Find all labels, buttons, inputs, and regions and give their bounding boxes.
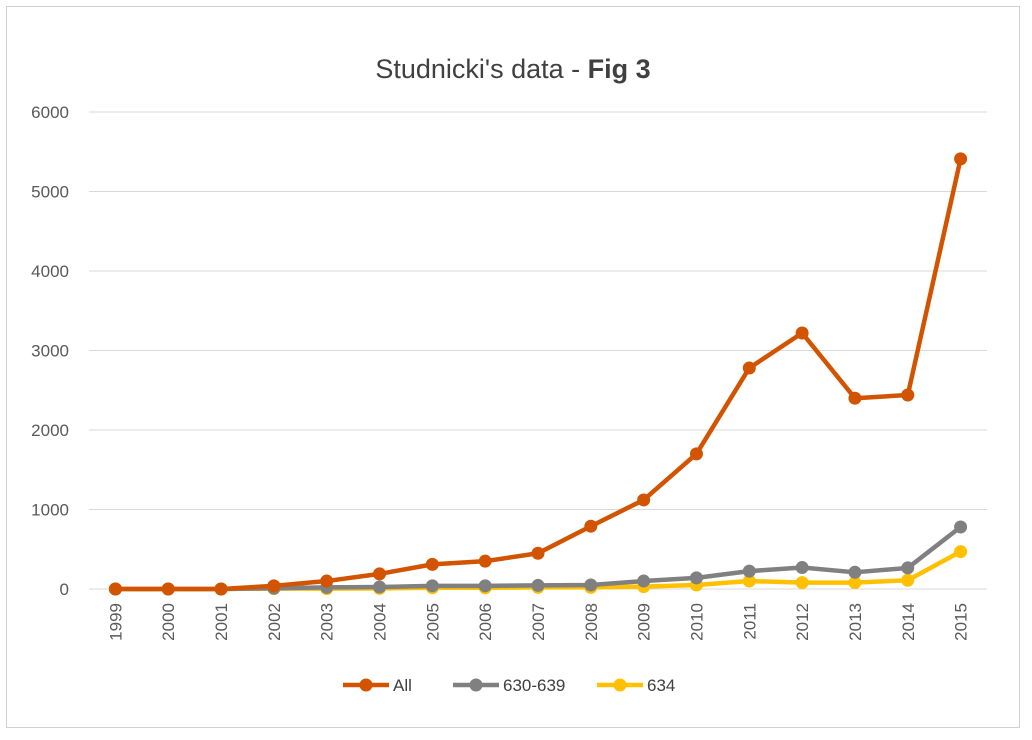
data-point [478, 579, 492, 593]
x-tick-label: 2015 [952, 603, 971, 641]
x-tick-label: 2014 [899, 603, 918, 641]
x-tick-label: 2001 [212, 603, 231, 641]
line-chart: Studnicki's data - Fig 3 0 1000 2000 3000 40… [31, 54, 987, 695]
data-point [954, 520, 968, 534]
data-point [901, 561, 915, 575]
data-point [425, 557, 439, 571]
data-point [795, 561, 809, 575]
data-point [584, 519, 598, 533]
data-point [425, 579, 439, 593]
x-tick-label: 2007 [529, 603, 548, 641]
legend-item: 630-639 [453, 676, 565, 695]
legend-marker [359, 678, 373, 692]
chart-title-bold: Fig 3 [588, 54, 651, 84]
data-point [742, 564, 756, 578]
x-tick-label: 2008 [582, 603, 601, 641]
data-point [373, 567, 387, 581]
gridlines [89, 111, 987, 590]
x-tick-label: 2009 [635, 603, 654, 641]
data-point [531, 546, 545, 560]
x-axis-ticks: 1999 2000 2001 2002 2003 2004 2005 2006 2007 2008… [106, 603, 970, 641]
x-tick-label: 2000 [159, 603, 178, 641]
data-point [742, 361, 756, 375]
chart-title: Studnicki's data - Fig 3 [375, 54, 650, 84]
x-tick-label: 1999 [106, 603, 125, 641]
data-point [901, 388, 915, 402]
legend-marker [613, 678, 627, 692]
data-point [689, 447, 703, 461]
x-tick-label: 2003 [318, 603, 337, 641]
legend: All 630-639 634 [343, 676, 675, 695]
y-tick-label: 2000 [31, 421, 69, 440]
data-point [795, 326, 809, 340]
y-tick-label: 3000 [31, 342, 69, 361]
data-point [848, 565, 862, 579]
data-point [214, 582, 228, 596]
data-point [637, 493, 651, 507]
legend-label: 630-639 [503, 676, 565, 695]
data-point [954, 545, 968, 559]
series-layer [108, 152, 968, 596]
x-tick-label: 2006 [476, 603, 495, 641]
data-point [954, 152, 968, 166]
series-line [113, 156, 963, 592]
data-point [320, 574, 334, 588]
data-point [848, 576, 862, 590]
y-tick-label: 4000 [31, 262, 69, 281]
data-point [848, 391, 862, 405]
data-point [161, 582, 175, 596]
legend-item: 634 [597, 676, 675, 695]
legend-label: All [393, 676, 412, 695]
data-point [108, 582, 122, 596]
x-tick-label: 2010 [687, 603, 706, 641]
data-point [901, 573, 915, 587]
chart-title-main: Studnicki's data - [375, 54, 587, 84]
data-point [478, 554, 492, 568]
x-tick-label: 2002 [265, 603, 284, 641]
legend-item: All [343, 676, 412, 695]
data-point [795, 576, 809, 590]
data-point [373, 580, 387, 594]
chart-frame: Studnicki's data - Fig 3 0 1000 2000 3000 40… [6, 6, 1020, 728]
data-point [689, 571, 703, 585]
x-tick-label: 2005 [423, 603, 442, 641]
y-axis-ticks: 0 1000 2000 3000 4000 5000 6000 [31, 103, 69, 599]
data-point [742, 574, 756, 588]
data-point [584, 578, 598, 592]
legend-marker [469, 678, 483, 692]
series-all [108, 152, 968, 596]
y-tick-label: 5000 [31, 183, 69, 202]
data-point [267, 579, 281, 593]
legend-label: 634 [647, 676, 675, 695]
y-tick-label: 1000 [31, 501, 69, 520]
y-tick-label: 6000 [31, 103, 69, 122]
data-point [531, 578, 545, 592]
y-tick-label: 0 [60, 580, 69, 599]
x-tick-label: 2011 [740, 603, 759, 640]
x-tick-label: 2004 [371, 603, 390, 641]
data-point [637, 574, 651, 588]
x-tick-label: 2013 [846, 603, 865, 641]
x-tick-label: 2012 [793, 603, 812, 641]
